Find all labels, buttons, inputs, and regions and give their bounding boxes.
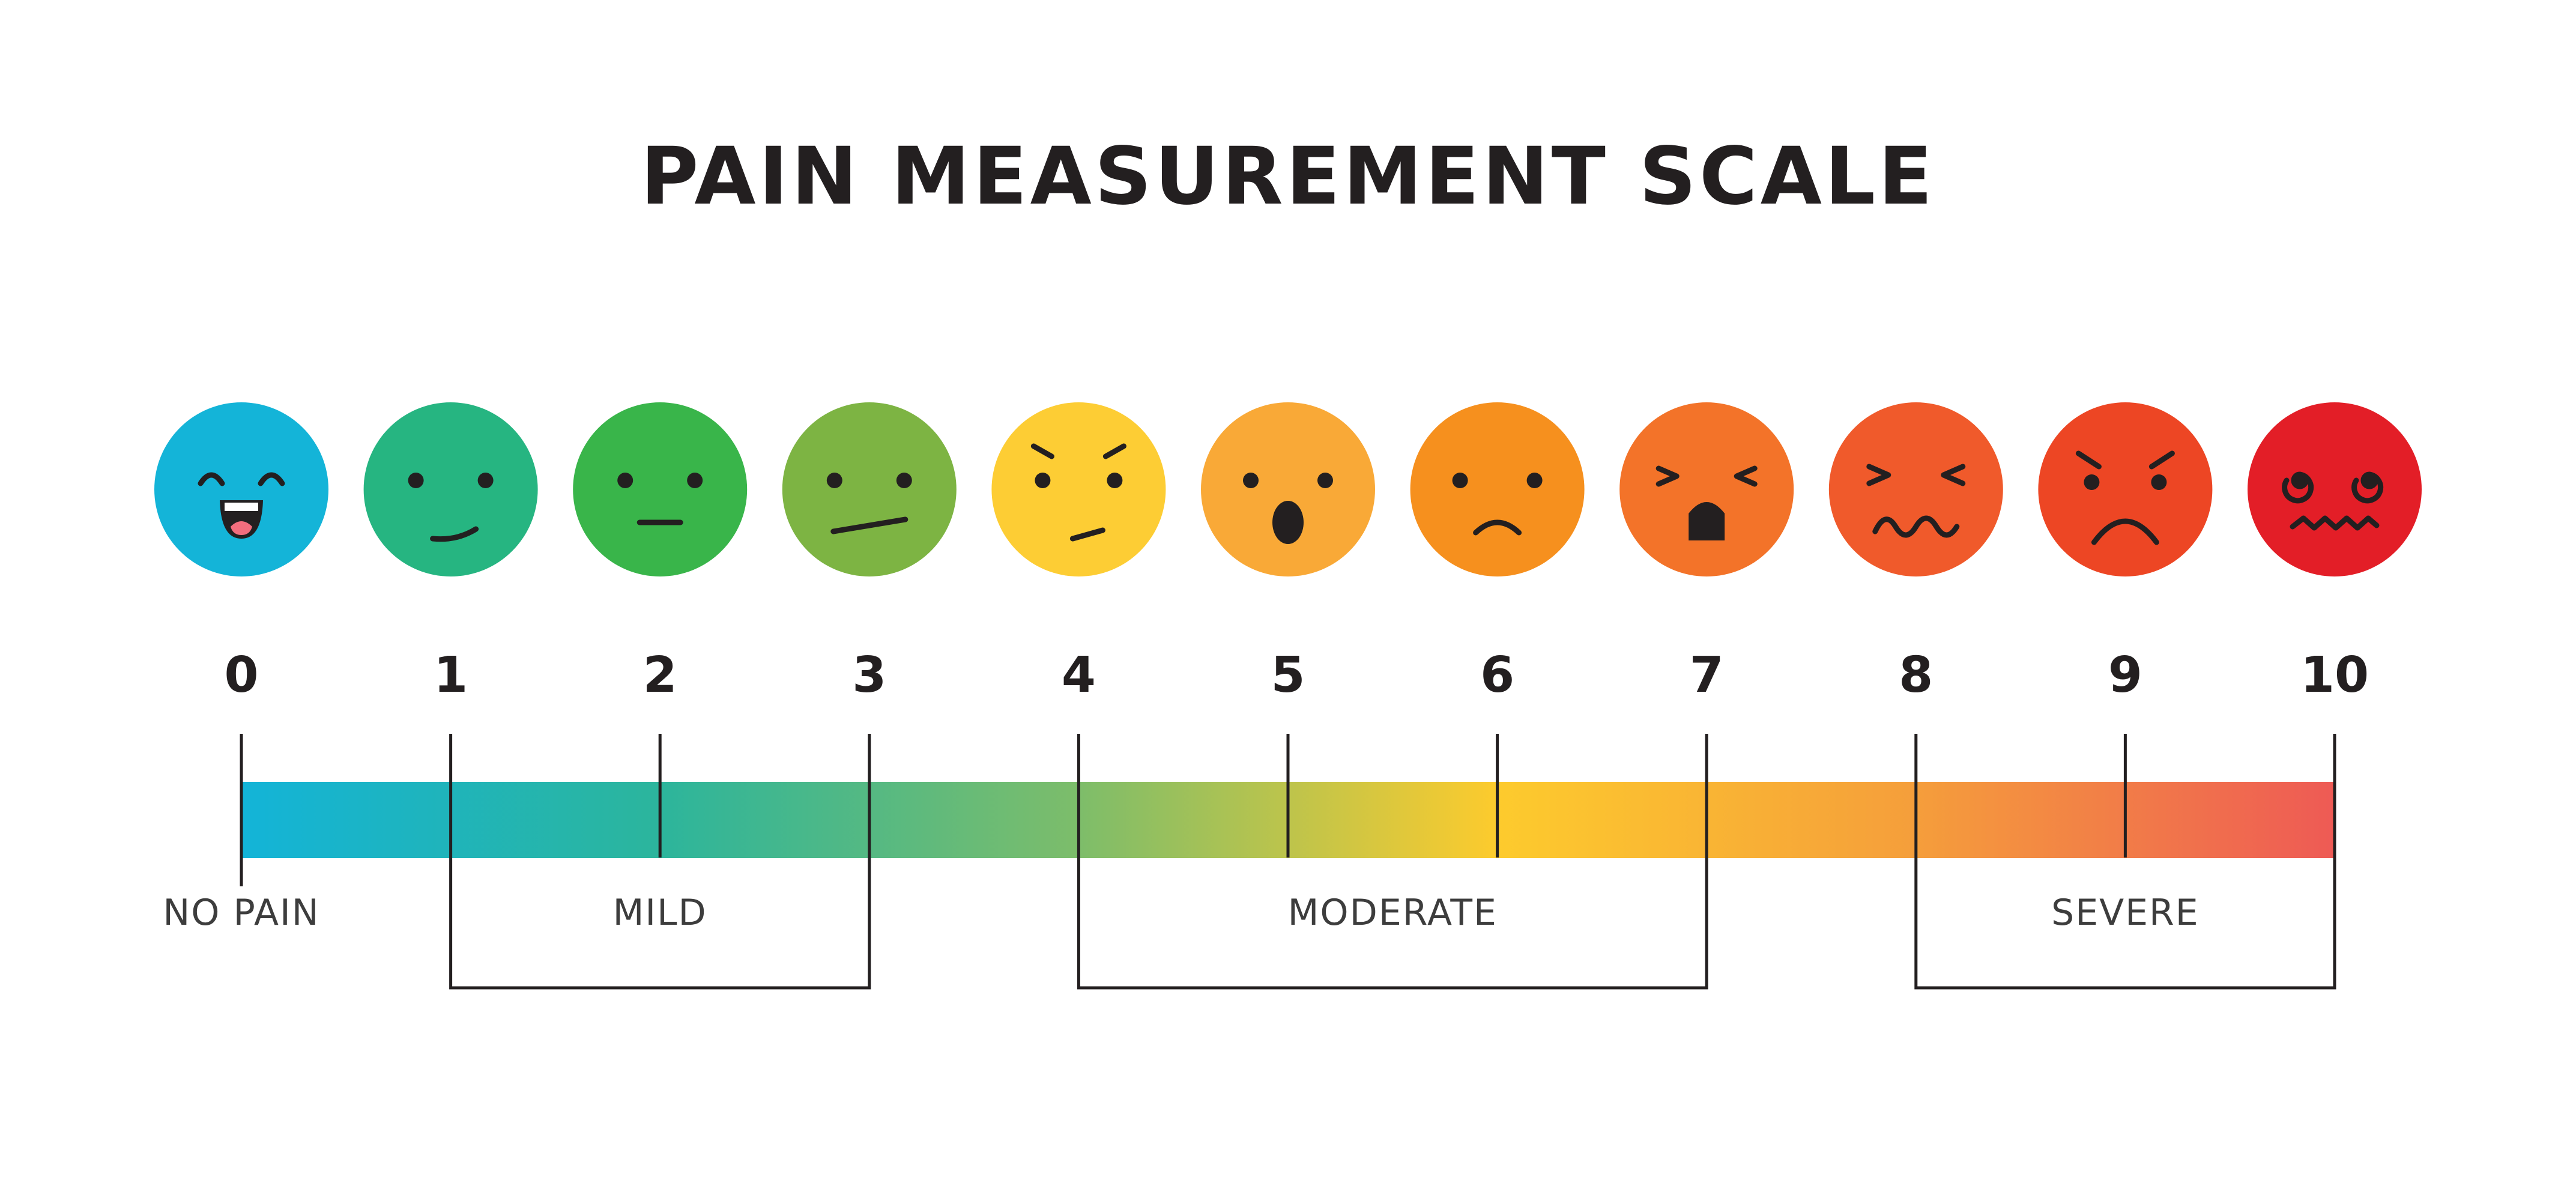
annoyed-face-icon — [991, 402, 1166, 576]
skeptical-face-icon — [782, 402, 957, 576]
scale-number: 8 — [1899, 647, 1933, 704]
scale-number: 5 — [1271, 647, 1305, 704]
face-circle — [1410, 402, 1585, 576]
angry-face-icon — [2038, 402, 2213, 576]
sad-face-icon — [1410, 402, 1585, 576]
face-circle — [1828, 402, 2003, 576]
scale-number: 6 — [1480, 647, 1514, 704]
face-circle — [154, 402, 328, 576]
scale-number: 9 — [2108, 647, 2142, 704]
scale-number: 3 — [852, 647, 886, 704]
category-label: MILD — [613, 892, 707, 934]
face-circle — [2038, 402, 2213, 576]
category-bracket — [1077, 858, 1708, 990]
category-label: SEVERE — [2051, 892, 2200, 934]
scale-number: 0 — [224, 647, 258, 704]
face-circle — [573, 402, 748, 576]
category-label: MODERATE — [1288, 892, 1498, 934]
shocked-face-icon — [1619, 402, 1794, 576]
face-circle — [363, 402, 538, 576]
category-brackets: NO PAIN MILD MODERATE SEVERE — [163, 858, 2336, 990]
category-no-pain: NO PAIN — [163, 858, 319, 934]
scale-number: 10 — [2300, 647, 2369, 704]
laughing-face-icon — [154, 402, 328, 576]
scale-ticks — [240, 734, 2336, 858]
scale-number: 7 — [1690, 647, 1724, 704]
face-circle — [782, 402, 957, 576]
scale-number: 2 — [643, 647, 677, 704]
dizzy-face-icon — [2248, 402, 2422, 576]
face-circle — [1619, 402, 1794, 576]
category-moderate: MODERATE — [1077, 858, 1708, 990]
face-circle — [2248, 402, 2422, 576]
scale-number: 1 — [434, 647, 468, 704]
category-bracket — [449, 858, 871, 990]
neutral-face-icon — [573, 402, 748, 576]
scale-number: 4 — [1062, 647, 1096, 704]
grimacing-face-icon — [1828, 402, 2003, 576]
category-severe: SEVERE — [1914, 858, 2336, 990]
scale-numbers: 0 1 2 3 4 5 6 7 8 9 10 — [224, 647, 2369, 704]
category-mild: MILD — [449, 858, 871, 990]
face-circle — [1201, 402, 1375, 576]
faces-row — [154, 402, 2422, 576]
category-label: NO PAIN — [163, 892, 319, 934]
page-title: PAIN MEASUREMENT SCALE — [640, 130, 1936, 223]
face-circle — [991, 402, 1166, 576]
surprised-face-icon — [1201, 402, 1375, 576]
smirking-face-icon — [363, 402, 538, 576]
category-bracket — [1914, 858, 2336, 990]
